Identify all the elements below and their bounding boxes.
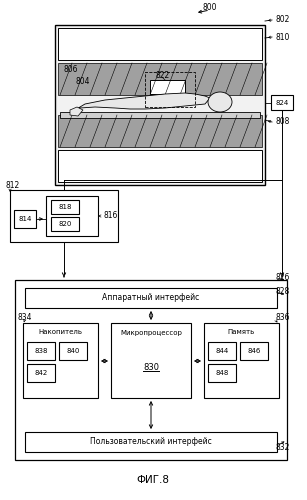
Bar bbox=[25, 288, 277, 308]
Bar bbox=[23, 323, 98, 398]
Text: ФИГ.8: ФИГ.8 bbox=[137, 475, 169, 485]
Text: 808: 808 bbox=[275, 118, 290, 126]
Polygon shape bbox=[70, 107, 83, 116]
Bar bbox=[55, 25, 265, 185]
Text: 806: 806 bbox=[63, 66, 77, 74]
Text: 800: 800 bbox=[203, 4, 217, 13]
Text: 826: 826 bbox=[275, 274, 290, 282]
Text: Аппаратный интерфейс: Аппаратный интерфейс bbox=[102, 294, 200, 302]
Text: Накопитель: Накопитель bbox=[38, 329, 82, 335]
Text: 834: 834 bbox=[17, 312, 32, 322]
Text: 818: 818 bbox=[58, 204, 72, 210]
Text: 842: 842 bbox=[34, 370, 48, 376]
Text: 836: 836 bbox=[275, 312, 290, 322]
Bar bbox=[15, 280, 287, 460]
Text: 814: 814 bbox=[18, 216, 32, 222]
Bar bbox=[240, 342, 268, 360]
Text: 848: 848 bbox=[215, 370, 229, 376]
Text: 838: 838 bbox=[34, 348, 48, 354]
Bar bbox=[58, 150, 262, 182]
Text: 822: 822 bbox=[155, 72, 169, 80]
Text: 828: 828 bbox=[275, 288, 289, 296]
Bar bbox=[60, 112, 260, 118]
Text: 804: 804 bbox=[75, 78, 90, 86]
Text: 846: 846 bbox=[247, 348, 261, 354]
Bar bbox=[58, 63, 262, 95]
Text: 824: 824 bbox=[275, 100, 289, 106]
Bar bbox=[111, 323, 191, 398]
Text: 832: 832 bbox=[275, 442, 290, 452]
Bar bbox=[51, 217, 79, 231]
Polygon shape bbox=[75, 93, 210, 110]
Bar bbox=[150, 80, 185, 94]
Ellipse shape bbox=[208, 92, 232, 112]
Text: 810: 810 bbox=[275, 32, 290, 42]
Text: Память: Память bbox=[227, 329, 255, 335]
Bar bbox=[204, 323, 279, 398]
Text: 812: 812 bbox=[5, 182, 19, 190]
Bar bbox=[27, 342, 55, 360]
Bar bbox=[145, 72, 195, 107]
Bar bbox=[208, 342, 236, 360]
Bar bbox=[27, 364, 55, 382]
Text: 802: 802 bbox=[275, 16, 290, 24]
Text: 820: 820 bbox=[58, 221, 72, 227]
Bar bbox=[58, 28, 262, 60]
Bar bbox=[14, 210, 36, 228]
Bar bbox=[46, 196, 98, 236]
Text: Микропроцессор: Микропроцессор bbox=[120, 330, 182, 336]
Bar bbox=[271, 95, 293, 110]
Text: 816: 816 bbox=[103, 212, 117, 220]
Bar bbox=[51, 200, 79, 214]
Bar bbox=[208, 364, 236, 382]
Text: Пользовательский интерфейс: Пользовательский интерфейс bbox=[90, 438, 212, 446]
Bar bbox=[10, 190, 118, 242]
Text: 830: 830 bbox=[143, 364, 159, 372]
Bar bbox=[25, 432, 277, 452]
Text: 844: 844 bbox=[216, 348, 229, 354]
Bar bbox=[59, 342, 87, 360]
Text: 840: 840 bbox=[66, 348, 80, 354]
Bar bbox=[58, 115, 262, 147]
